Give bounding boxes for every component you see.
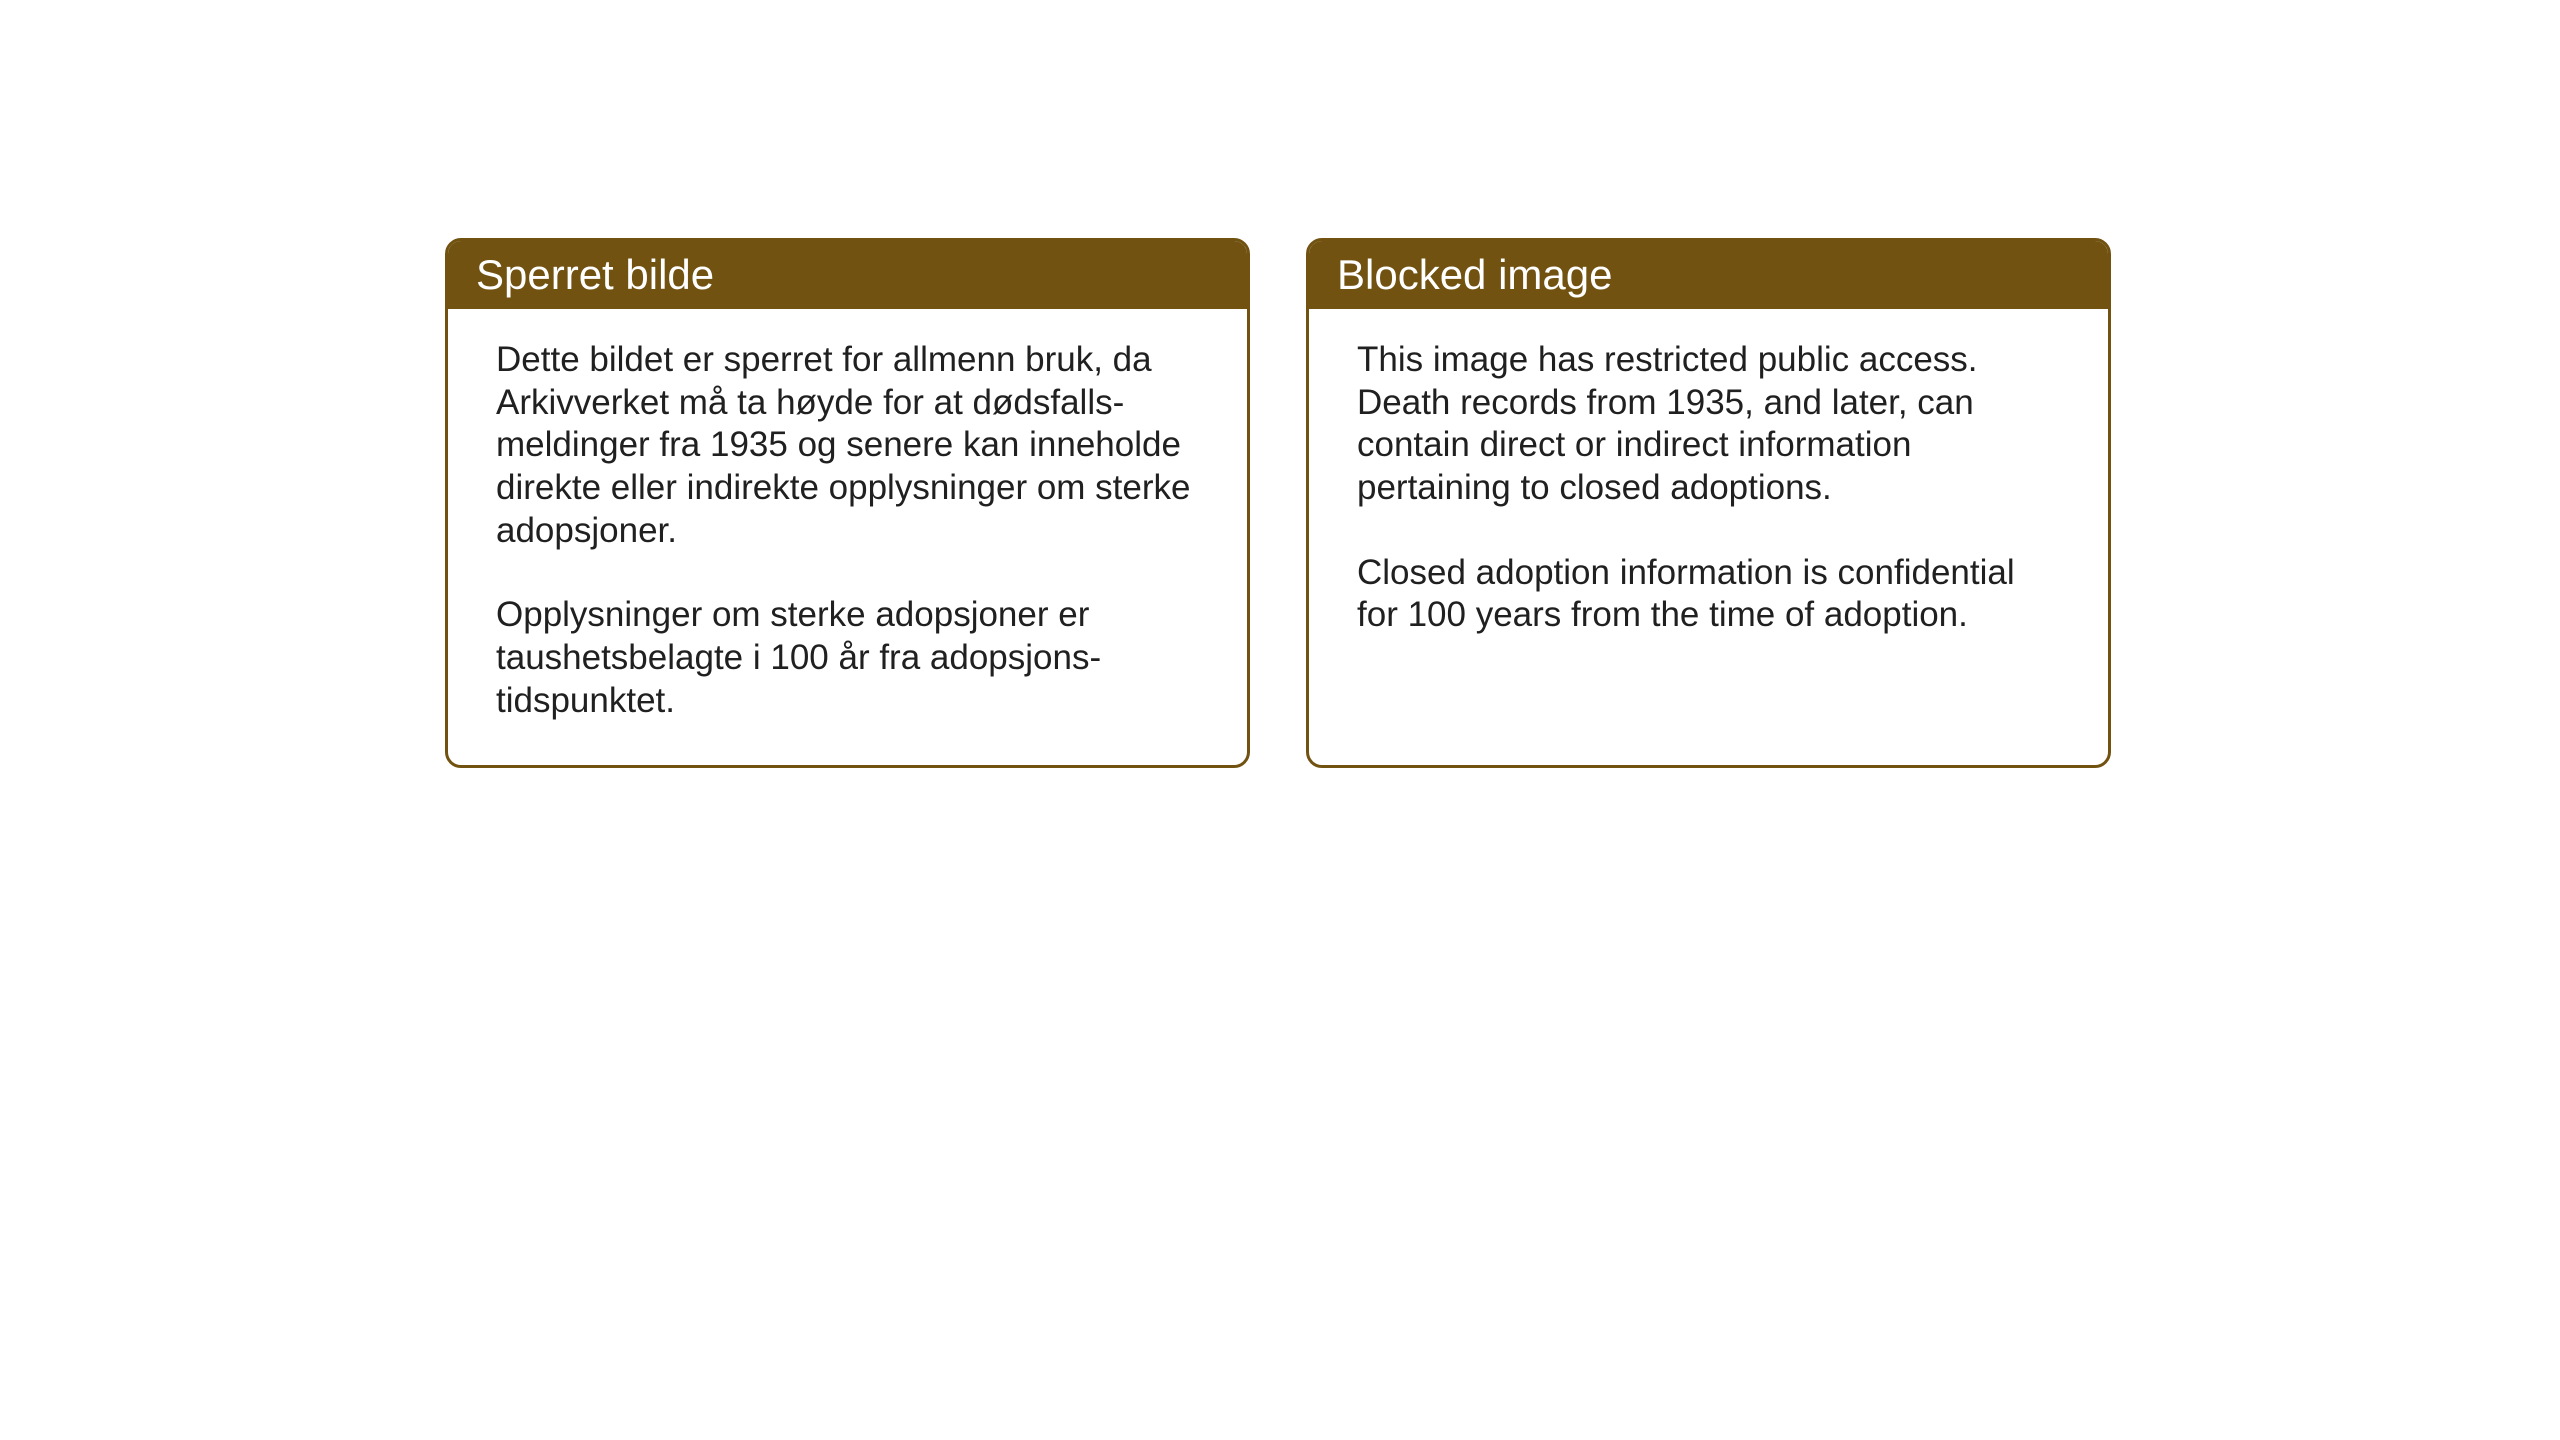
english-notice-card: Blocked image This image has restricted … [1306,238,2111,768]
norwegian-card-title: Sperret bilde [448,241,1247,309]
english-paragraph-2: Closed adoption information is confident… [1357,552,2060,637]
norwegian-paragraph-1: Dette bildet er sperret for allmenn bruk… [496,339,1199,552]
notice-container: Sperret bilde Dette bildet er sperret fo… [445,238,2111,768]
norwegian-card-body: Dette bildet er sperret for allmenn bruk… [448,309,1247,765]
english-card-body: This image has restricted public access.… [1309,309,2108,679]
norwegian-notice-card: Sperret bilde Dette bildet er sperret fo… [445,238,1250,768]
english-paragraph-1: This image has restricted public access.… [1357,339,2060,510]
english-card-title: Blocked image [1309,241,2108,309]
norwegian-paragraph-2: Opplysninger om sterke adopsjoner er tau… [496,594,1199,722]
